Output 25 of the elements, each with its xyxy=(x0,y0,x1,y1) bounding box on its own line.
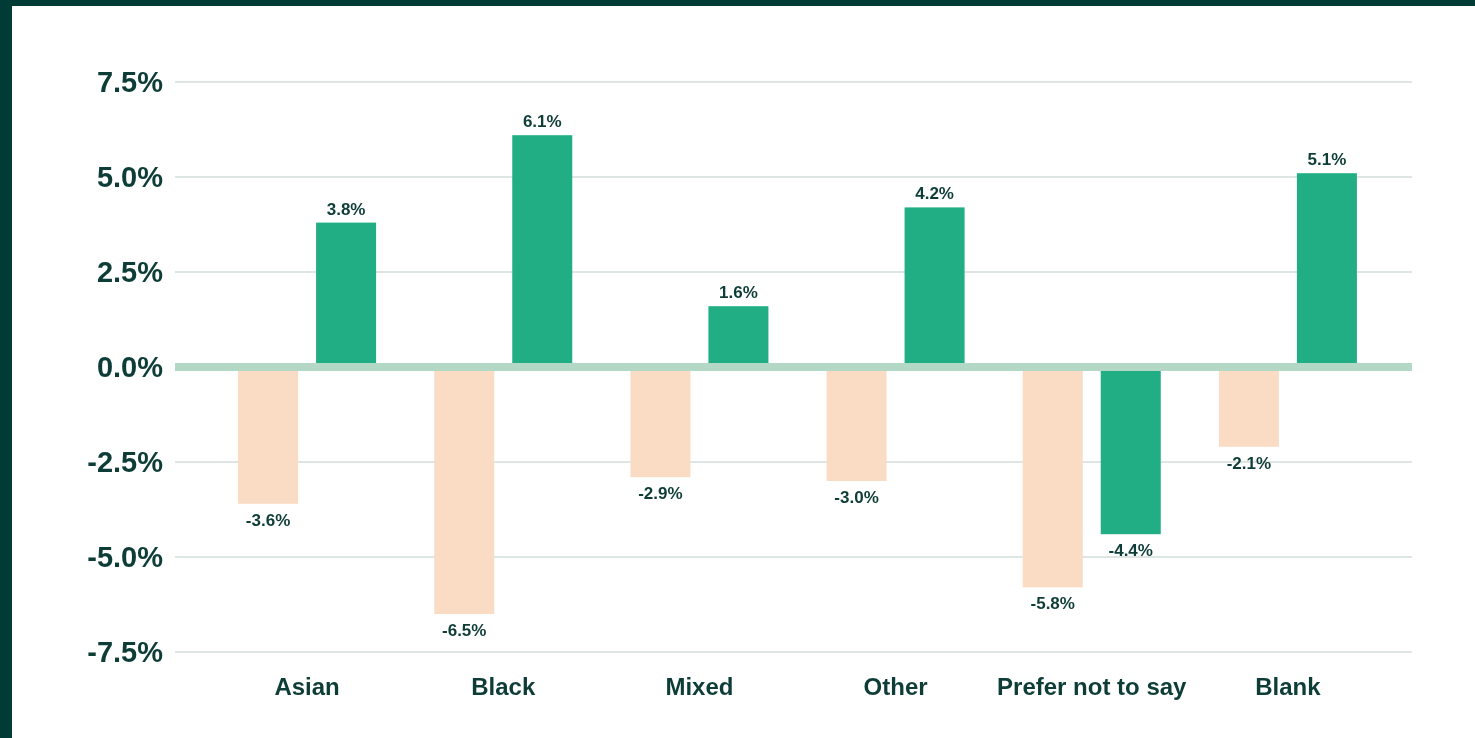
x-tick-label: Blank xyxy=(1255,673,1322,700)
data-label: -2.1% xyxy=(1226,453,1272,473)
data-label: 1.6% xyxy=(719,283,758,303)
data-label: -3.6% xyxy=(245,510,291,530)
data-label: -2.9% xyxy=(638,484,683,504)
x-tick-label: Prefer not to say xyxy=(997,673,1188,700)
x-tick-label: Mixed xyxy=(665,673,734,700)
y-tick-label: 0.0% xyxy=(96,351,164,384)
data-label: 5.1% xyxy=(1307,150,1347,170)
data-label: -4.4% xyxy=(1108,541,1153,561)
data-label: 3.8% xyxy=(326,199,366,219)
y-tick-label: 7.5% xyxy=(96,66,164,99)
y-tick-label: -2.5% xyxy=(87,446,164,479)
x-tick-label: Other xyxy=(863,673,928,700)
x-tick-label: Asian xyxy=(274,673,340,700)
y-tick-label: 2.5% xyxy=(96,256,164,289)
data-label: -5.8% xyxy=(1030,594,1075,614)
data-label: 6.1% xyxy=(522,112,562,132)
data-label: -6.5% xyxy=(442,621,487,640)
data-label: 4.2% xyxy=(915,184,954,204)
x-tick-label: Black xyxy=(471,673,536,700)
data-label: -3.0% xyxy=(834,488,879,507)
y-tick-label: 5.0% xyxy=(96,161,164,194)
y-tick-label: -7.5% xyxy=(87,636,164,669)
y-tick-label: -5.0% xyxy=(87,541,164,574)
